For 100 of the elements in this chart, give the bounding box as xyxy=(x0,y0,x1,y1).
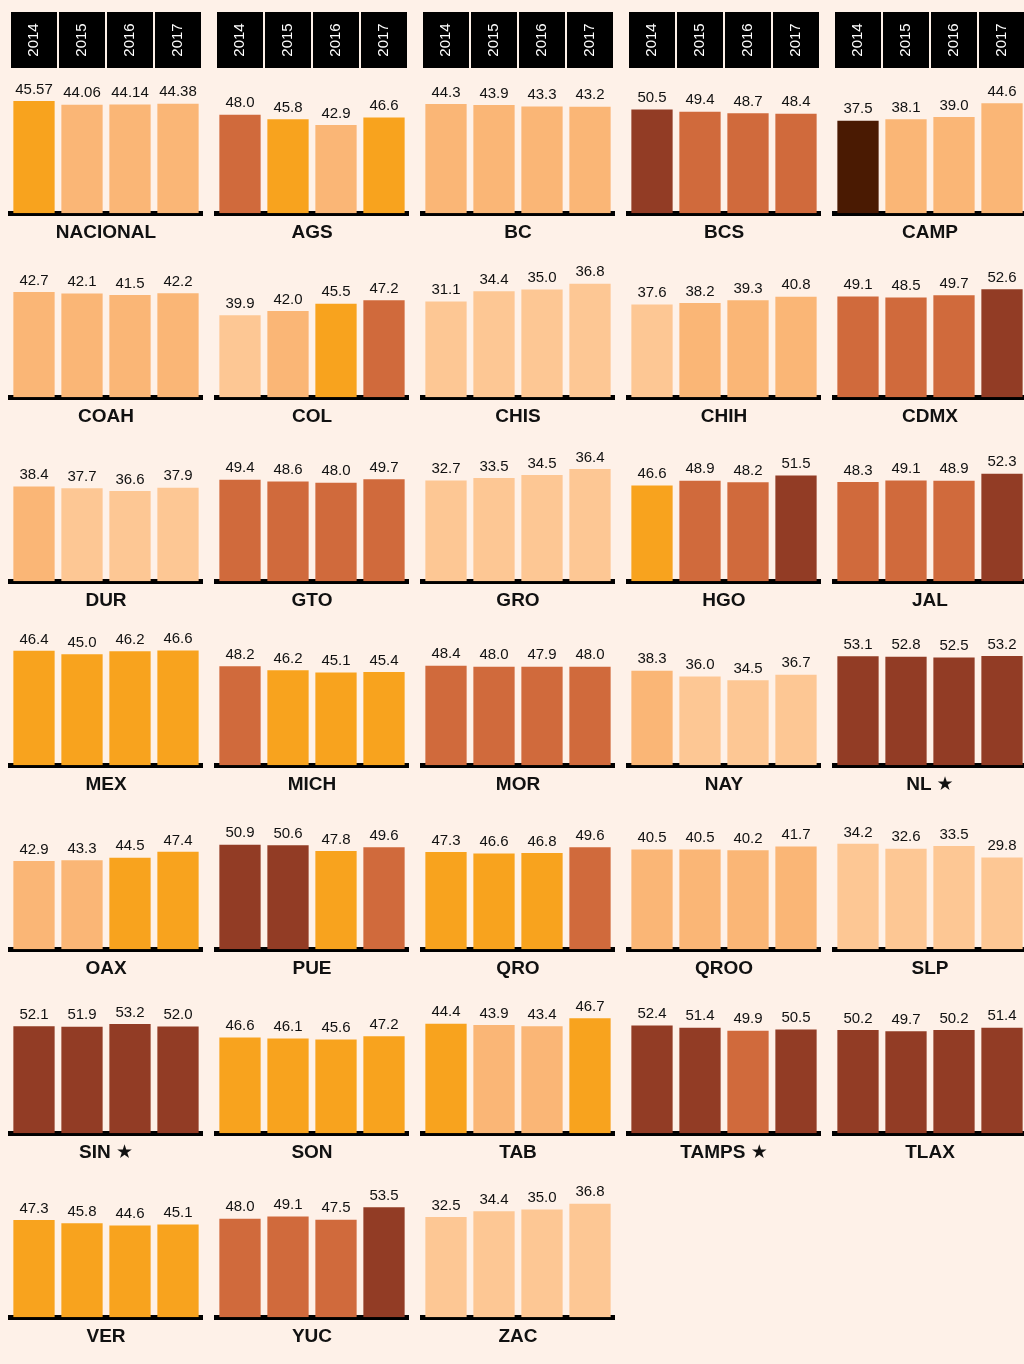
data-label: 46.6 xyxy=(163,629,193,647)
text: DUR xyxy=(85,588,127,610)
data-label: 42.0 xyxy=(273,289,303,307)
data-label: 45.8 xyxy=(273,97,303,115)
bar xyxy=(219,1218,261,1318)
data-label: 48.4 xyxy=(431,644,461,662)
text: NACIONAL xyxy=(55,220,157,242)
data-label: 37.5 xyxy=(843,99,873,117)
x-tick-label: 2017 xyxy=(374,23,392,57)
data-label: 44.06 xyxy=(63,83,101,101)
text: MOR xyxy=(495,772,541,794)
data-label: 43.2 xyxy=(575,85,605,103)
text: OAX xyxy=(85,956,127,978)
bar xyxy=(521,474,563,582)
data-label: 52.3 xyxy=(987,452,1017,470)
bar xyxy=(425,852,467,950)
data-label: 44.5 xyxy=(115,836,145,854)
text: SON xyxy=(291,1140,333,1162)
x-tick-label: 2015 xyxy=(690,23,708,57)
data-label: 48.3 xyxy=(843,460,873,478)
data-label: 45.57 xyxy=(15,79,53,97)
bar xyxy=(933,295,975,398)
x-tick-label: 2015 xyxy=(72,23,90,57)
data-label: 49.1 xyxy=(273,1195,303,1213)
bar xyxy=(521,289,563,398)
bar xyxy=(363,1207,405,1318)
bar xyxy=(775,475,817,582)
data-label: 49.1 xyxy=(891,459,921,477)
data-label: 40.2 xyxy=(733,828,763,846)
x-tick-label: 2014 xyxy=(436,23,454,57)
data-label: 37.6 xyxy=(637,283,667,301)
data-label: 46.2 xyxy=(115,630,145,647)
data-label: 33.5 xyxy=(479,456,509,474)
bar xyxy=(425,480,467,582)
data-label: 36.8 xyxy=(575,262,605,280)
data-label: 52.1 xyxy=(19,1004,49,1022)
text: TLAX xyxy=(905,1140,956,1162)
bar xyxy=(315,1219,357,1318)
text: YUC xyxy=(291,1324,333,1346)
text: COL xyxy=(291,404,333,426)
data-label: 46.1 xyxy=(273,1017,303,1035)
bar xyxy=(521,853,563,950)
data-label: 51.4 xyxy=(987,1006,1017,1024)
data-label: 32.6 xyxy=(891,827,921,845)
data-label: 48.7 xyxy=(733,91,763,109)
x-tick-label: 2014 xyxy=(642,23,660,57)
bar xyxy=(569,847,611,950)
data-label: 29.8 xyxy=(987,836,1017,854)
data-label: 36.7 xyxy=(781,653,811,671)
text: JAL xyxy=(912,588,949,610)
data-label: 49.7 xyxy=(891,1009,921,1027)
x-tick-label: 2014 xyxy=(24,23,42,57)
data-label: 47.2 xyxy=(369,1014,399,1032)
data-label: 36.6 xyxy=(115,469,145,487)
bar xyxy=(363,300,405,398)
data-label: 53.1 xyxy=(843,634,873,652)
data-label: 49.6 xyxy=(369,826,399,843)
x-tick-label: 2017 xyxy=(992,23,1010,57)
data-label: 40.8 xyxy=(781,275,811,293)
data-label: 49.7 xyxy=(369,457,399,475)
data-label: 51.5 xyxy=(781,454,811,472)
data-label: 50.2 xyxy=(939,1008,969,1026)
text: CHIS xyxy=(495,404,541,426)
text: SLP xyxy=(911,956,949,978)
x-tick-label: 2014 xyxy=(848,23,866,57)
bar xyxy=(521,1026,563,1134)
data-label: 42.9 xyxy=(321,103,351,121)
data-label: 44.14 xyxy=(111,83,149,101)
bar xyxy=(425,1023,467,1134)
data-label: 50.2 xyxy=(843,1008,873,1026)
data-label: 45.6 xyxy=(321,1018,351,1036)
data-label: 47.9 xyxy=(527,645,557,663)
text: CDMX xyxy=(902,404,959,426)
data-label: 48.0 xyxy=(321,461,351,479)
data-label: 44.3 xyxy=(431,82,461,100)
text: QRO xyxy=(496,956,540,978)
data-label: 48.0 xyxy=(575,645,605,663)
bar xyxy=(885,848,927,950)
data-label: 53.2 xyxy=(987,634,1017,652)
bar xyxy=(569,469,611,582)
data-label: 48.9 xyxy=(939,459,969,477)
data-label: 45.5 xyxy=(321,282,351,300)
x-tick-label: 2017 xyxy=(786,23,804,57)
data-label: 40.5 xyxy=(685,828,715,846)
text: TAMPS ★ xyxy=(680,1140,768,1162)
bar xyxy=(315,303,357,398)
data-label: 48.5 xyxy=(891,276,921,294)
data-label: 44.38 xyxy=(159,82,197,100)
x-tick-label: 2016 xyxy=(326,23,344,57)
data-label: 52.5 xyxy=(939,636,969,654)
bar xyxy=(473,853,515,950)
bar xyxy=(933,846,975,950)
bar xyxy=(981,857,1023,950)
bar xyxy=(885,297,927,398)
text: MEX xyxy=(85,772,127,794)
data-label: 53.5 xyxy=(369,1185,399,1203)
text: AGS xyxy=(291,220,333,242)
data-label: 37.7 xyxy=(67,466,97,484)
data-label: 45.0 xyxy=(67,632,97,650)
data-label: 47.3 xyxy=(431,830,461,848)
